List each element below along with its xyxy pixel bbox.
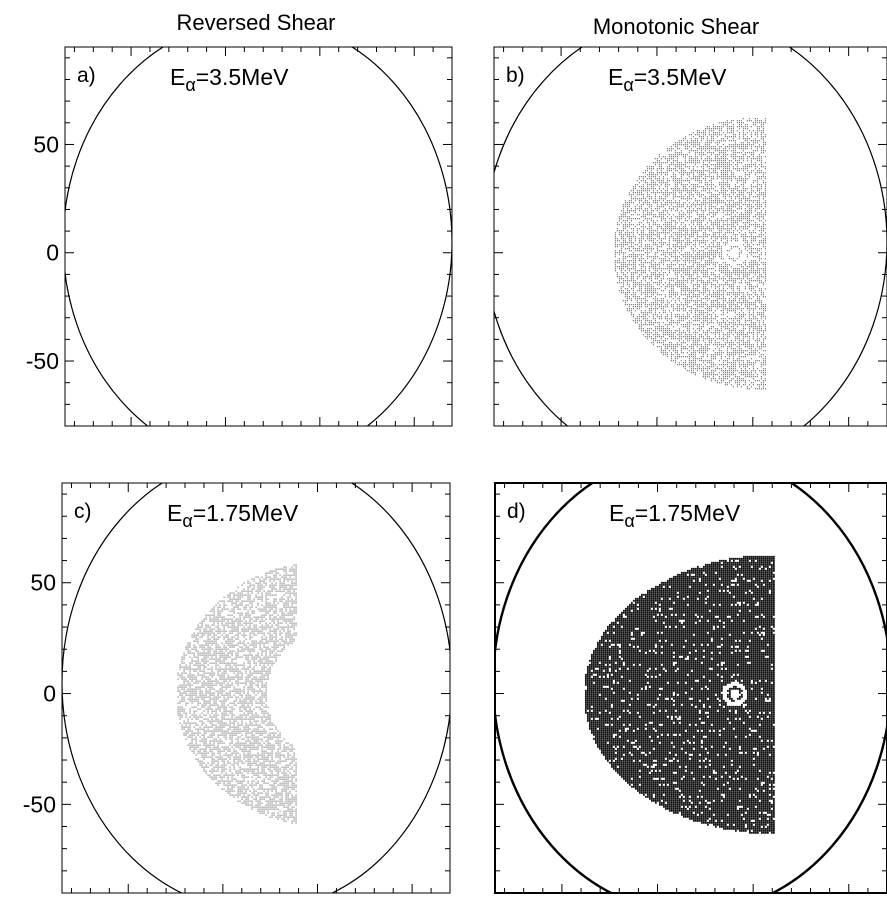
panel-a: -50 0 50 a) Eα=3.5MeV	[26, 46, 453, 427]
plot-area	[62, 483, 450, 893]
title-reversed-shear: Reversed Shear	[177, 10, 336, 35]
panel-label: b)	[506, 64, 525, 87]
y-tick-label: 0	[46, 240, 59, 266]
panel-label: a)	[77, 64, 96, 87]
panel-label: c)	[74, 500, 92, 523]
energy-label: Eα=1.75MeV	[609, 500, 741, 531]
energy-label: Eα=3.5MeV	[608, 64, 727, 95]
particle-region	[584, 555, 775, 834]
boundary-circle	[62, 483, 450, 893]
panel-label: d)	[507, 500, 526, 523]
title-monotonic-shear: Monotonic Shear	[593, 14, 759, 39]
tick-marks	[62, 483, 451, 894]
particle-region	[614, 118, 766, 390]
plot-frame	[493, 46, 887, 427]
particle-dots	[614, 118, 766, 390]
panel-b: b) Eα=3.5MeV	[493, 46, 887, 427]
tick-marks	[495, 483, 887, 894]
y-tick-label: 0	[43, 681, 56, 707]
tick-marks	[65, 47, 453, 427]
particle-region	[177, 564, 297, 824]
y-tick-label: 50	[33, 131, 59, 157]
particle-dots	[584, 555, 775, 834]
plot-frame	[494, 482, 887, 894]
tick-marks	[494, 47, 887, 427]
plot-frame	[61, 482, 451, 894]
particle-dots	[177, 564, 297, 824]
plot-frame	[64, 46, 453, 427]
y-tick-label: -50	[23, 791, 56, 817]
energy-label: Eα=3.5MeV	[170, 64, 289, 95]
energy-label: Eα=1.75MeV	[167, 500, 299, 531]
panel-d: 200250300350d)Eα=1.75MeV	[494, 482, 887, 906]
plot-area	[495, 483, 887, 893]
y-tick-label: 50	[30, 570, 56, 596]
y-tick-label: -50	[26, 348, 59, 374]
